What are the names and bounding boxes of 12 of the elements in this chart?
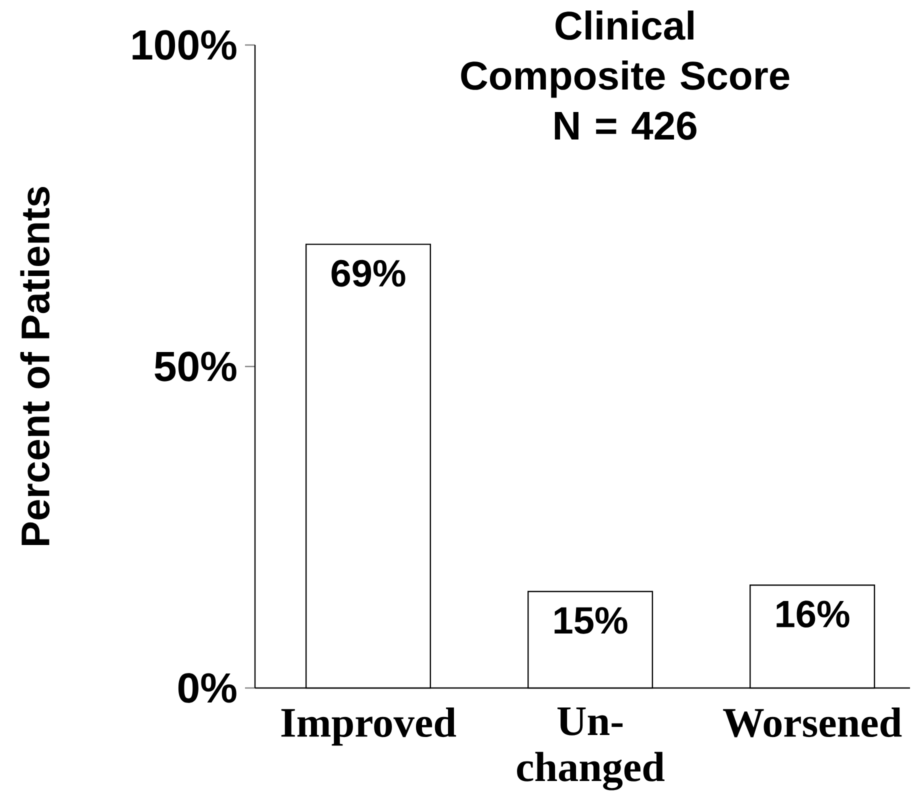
y-tick-label: 50% <box>154 352 236 382</box>
x-tick-label: Worsened <box>723 708 902 738</box>
x-tick-label: Improved <box>281 708 456 746</box>
x-tick-label: Un-changed <box>517 708 664 790</box>
data-label: 15% <box>554 607 628 634</box>
data-label: 16% <box>776 600 850 628</box>
text: N = 426 <box>554 112 696 140</box>
y-tick-label: 0% <box>178 673 236 703</box>
y-tick-label: 100% <box>132 30 236 60</box>
data-label: 69% <box>332 260 406 287</box>
y-axis-title: Percent of Patients <box>20 187 50 545</box>
chart-title: Clinical Composite Score <box>461 10 790 98</box>
